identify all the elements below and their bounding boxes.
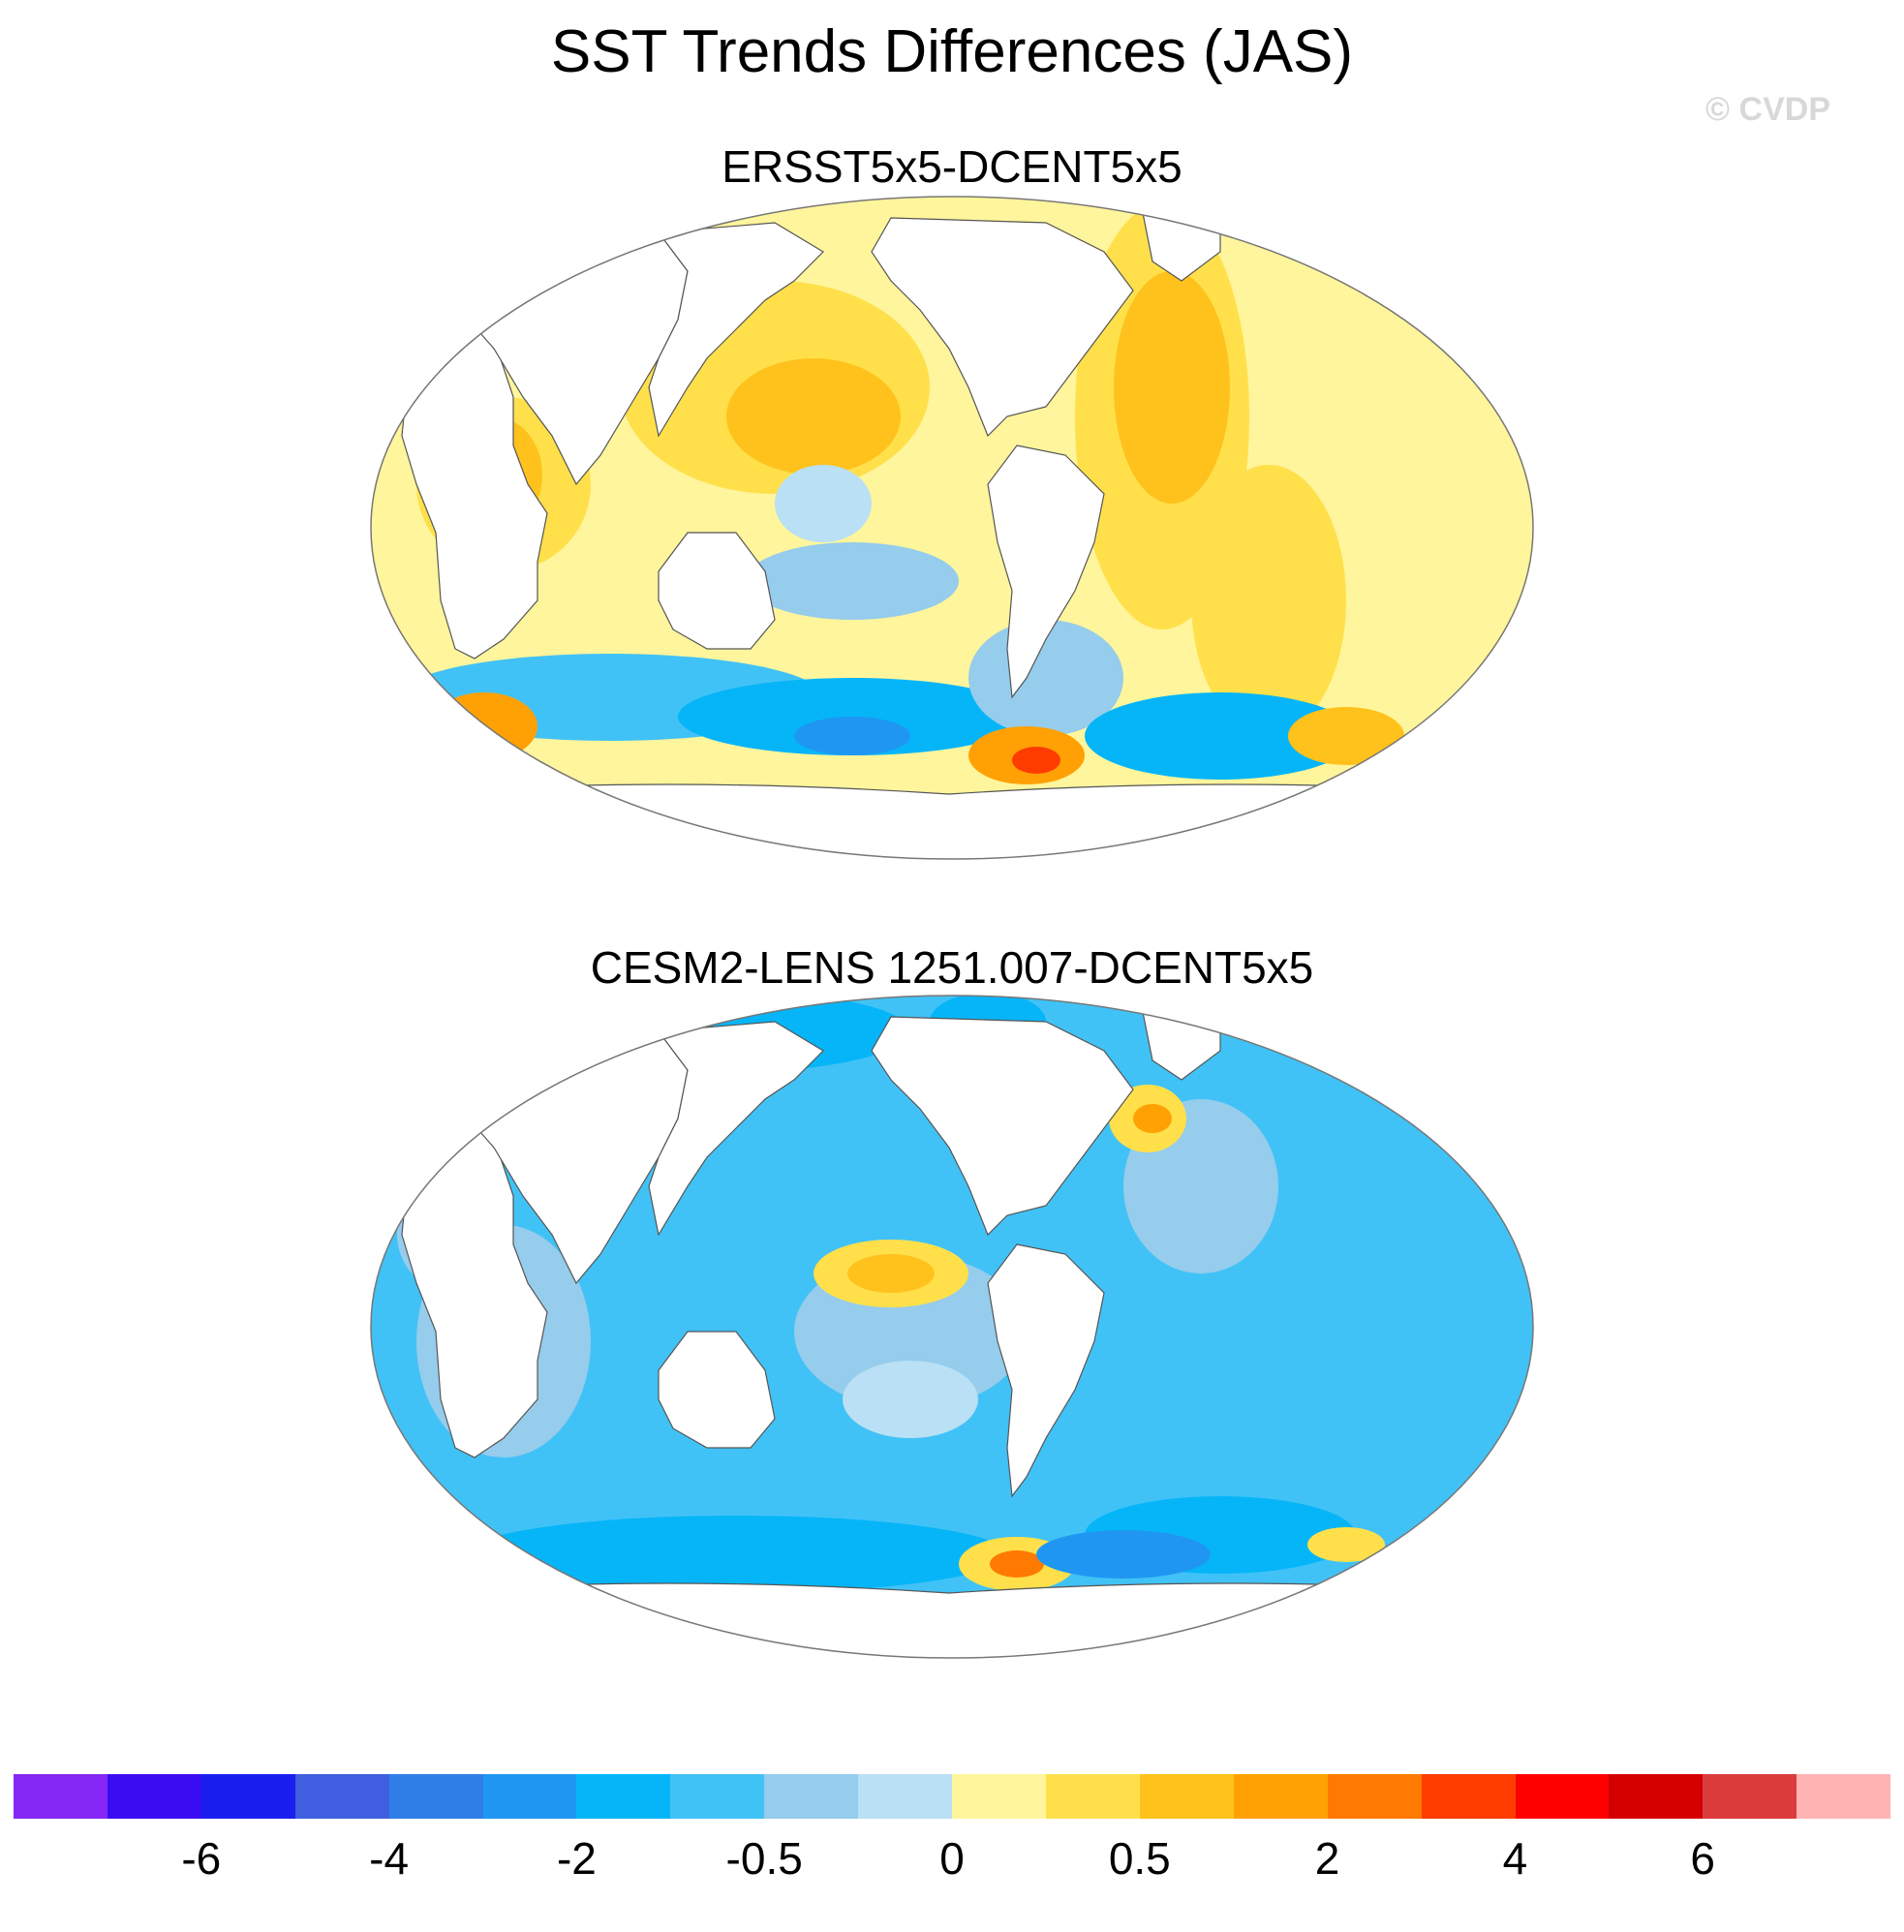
panel-2-title: CESM2-LENS 1251.007-DCENT5x5 [590, 942, 1314, 993]
sst-anomaly-patch [843, 1361, 978, 1438]
landmass [871, 1016, 1134, 1237]
map-border [370, 995, 1534, 1659]
sst-anomaly-patch [1085, 692, 1356, 780]
colorbar-segment [1421, 1774, 1516, 1819]
landmass [401, 309, 548, 659]
colorbar-tick-label: 6 [1690, 1833, 1715, 1884]
colorbar-segment [1233, 1774, 1328, 1819]
sst-anomaly-patch [726, 358, 901, 475]
landmass [987, 445, 1105, 699]
sst-anomaly-patch [847, 1254, 935, 1293]
colorbar-tick-label: -6 [181, 1833, 222, 1884]
landmass [648, 222, 824, 438]
sst-anomaly-patch [1307, 1527, 1385, 1562]
colorbar-ticks: -6 -4 -2 -0.5 0 0.5 2 4 6 [0, 1832, 1904, 1890]
landmass [987, 1243, 1105, 1498]
sst-anomaly-patch [746, 542, 959, 620]
colorbar-segment [1703, 1774, 1797, 1819]
colorbar-segment [1797, 1774, 1891, 1819]
sst-anomaly-patch [465, 1516, 1007, 1593]
colorbar-segment [576, 1774, 671, 1819]
landmass [648, 1021, 824, 1237]
landmass [658, 1331, 776, 1449]
colorbar-tick-label: -0.5 [725, 1833, 803, 1884]
colorbar-segment [670, 1774, 765, 1819]
colorbar-tick-label: 4 [1502, 1833, 1528, 1884]
figure-title: SST Trends Differences (JAS) [550, 18, 1354, 85]
colorbar-segment [1609, 1774, 1704, 1819]
colorbar-segment [482, 1774, 577, 1819]
landmass [396, 783, 1512, 859]
sst-anomaly-patch [1230, 197, 1307, 218]
panel-2-map [370, 995, 1534, 1659]
colorbar [14, 1774, 1891, 1819]
colorbar-tick-label: 0 [939, 1833, 965, 1884]
colorbar-tick-label: 0.5 [1108, 1833, 1171, 1884]
colorbar-segment [200, 1774, 295, 1819]
colorbar-segment [1515, 1774, 1610, 1819]
colorbar-segment [1327, 1774, 1422, 1819]
sst-anomaly-patch [1133, 1104, 1172, 1133]
sst-anomaly-patch [990, 1550, 1044, 1578]
sst-anomaly-patch [542, 197, 775, 223]
sst-anomaly-patch [1288, 707, 1404, 765]
sst-anomaly-patch [1191, 465, 1346, 736]
panel-1-title: ERSST5x5-DCENT5x5 [722, 141, 1182, 192]
landmass [658, 532, 776, 650]
landmass [401, 1108, 548, 1458]
panel-1-map [370, 196, 1534, 860]
colorbar-segment [294, 1774, 389, 1819]
sst-anomaly-patch [1114, 271, 1230, 504]
colorbar-segment [107, 1774, 201, 1819]
colorbar-segment [1045, 1774, 1140, 1819]
map-border [370, 196, 1534, 860]
sst-anomaly-patch [794, 717, 910, 755]
colorbar-segment [764, 1774, 859, 1819]
sst-anomaly-patch [1012, 747, 1060, 774]
sst-anomaly-patch [1036, 1530, 1211, 1579]
colorbar-segment [858, 1774, 953, 1819]
landmass [871, 217, 1134, 438]
colorbar-tick-label: 2 [1314, 1833, 1340, 1884]
sst-anomaly-patch [775, 465, 872, 542]
colorbar-segment [388, 1774, 483, 1819]
cvdp-watermark: © CVDP [1705, 91, 1830, 128]
landmass [396, 1582, 1512, 1658]
colorbar-tick-label: -4 [369, 1833, 410, 1884]
colorbar-segment [14, 1774, 107, 1819]
colorbar-tick-label: -2 [556, 1833, 597, 1884]
colorbar-segment [952, 1774, 1046, 1819]
colorbar-segment [1139, 1774, 1234, 1819]
